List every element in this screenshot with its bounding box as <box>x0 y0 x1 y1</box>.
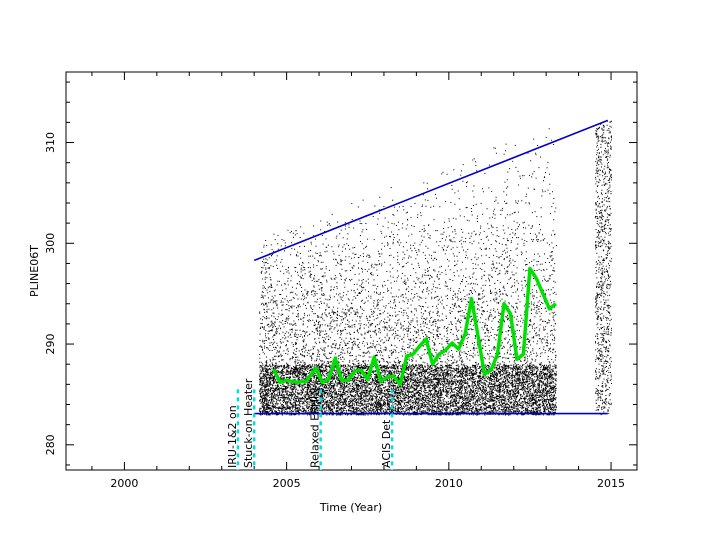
x-tick-label: 2005 <box>273 477 301 490</box>
event-marker-label: Stuck-on Heater <box>242 378 255 468</box>
upper-limit-line <box>253 119 609 262</box>
y-tick-label: 290 <box>44 334 57 355</box>
event-marker-label: IRU-1&2 on <box>226 405 239 468</box>
event-markers: IRU-1&2 on Stuck-on Heater Relaxed EPHIN AC… <box>226 378 394 470</box>
x-tick-label: 2000 <box>110 477 138 490</box>
scatter-points <box>259 120 612 416</box>
x-axis-label: Time (Year) <box>319 501 382 514</box>
x-tick-label: 2015 <box>597 477 625 490</box>
scatter-cloud <box>259 120 612 416</box>
event-marker-label: Relaxed EPHIN <box>309 388 322 468</box>
x-tick-label: 2010 <box>435 477 463 490</box>
smooth-line <box>272 266 557 387</box>
y-axis: 280 290 300 310 <box>44 81 637 466</box>
y-axis-label: PLINE06T <box>28 245 41 297</box>
smoothed-trend <box>272 266 557 387</box>
y-tick-label: 310 <box>44 132 57 153</box>
x-axis: 2000 2005 2010 2015 <box>91 72 625 490</box>
limit-lines <box>253 119 609 415</box>
event-marker-label: ACIS Det <box>380 419 393 468</box>
y-tick-label: 280 <box>44 434 57 455</box>
y-tick-label: 300 <box>44 233 57 254</box>
